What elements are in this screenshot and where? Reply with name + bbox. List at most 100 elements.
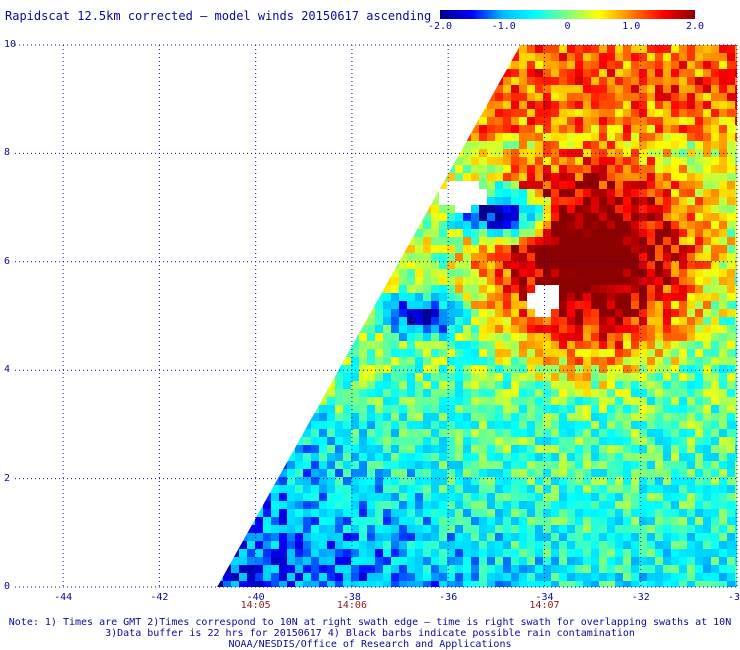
- grid-cell: [615, 437, 623, 445]
- grid-cell: [495, 181, 503, 189]
- grid-cell: [367, 437, 375, 445]
- grid-cell: [679, 181, 687, 189]
- grid-cell: [727, 53, 735, 61]
- grid-cell: [479, 421, 487, 429]
- grid-cell: [655, 165, 663, 173]
- grid-cell: [303, 565, 311, 573]
- grid-cell: [351, 477, 359, 485]
- grid-cell: [471, 301, 479, 309]
- grid-cell: [599, 525, 607, 533]
- grid-cell: [359, 429, 367, 437]
- grid-cell: [519, 381, 527, 389]
- grid-cell: [447, 205, 455, 213]
- grid-cell: [327, 389, 335, 397]
- grid-cell: [287, 541, 295, 549]
- grid-cell: [407, 229, 415, 237]
- grid-cell: [543, 61, 551, 69]
- grid-cell: [735, 525, 737, 533]
- grid-cell: [271, 525, 279, 533]
- grid-cell: [695, 77, 703, 85]
- grid-cell: [543, 133, 551, 141]
- grid-cell: [519, 237, 527, 245]
- grid-cell: [463, 341, 471, 349]
- grid-cell: [591, 413, 599, 421]
- grid-cell: [287, 461, 295, 469]
- grid-cell: [391, 445, 399, 453]
- grid-cell: [599, 269, 607, 277]
- grid-cell: [623, 517, 631, 525]
- grid-cell: [671, 485, 679, 493]
- grid-cell: [543, 45, 551, 53]
- grid-cell: [455, 533, 463, 541]
- grid-cell: [583, 341, 591, 349]
- grid-cell: [583, 309, 591, 317]
- grid-cell: [727, 581, 735, 587]
- grid-cell: [447, 501, 455, 509]
- grid-cell: [719, 69, 727, 77]
- grid-cell: [511, 269, 519, 277]
- grid-cell: [431, 317, 439, 325]
- grid-cell: [511, 61, 519, 69]
- grid-cell: [663, 469, 671, 477]
- grid-cell: [719, 429, 727, 437]
- grid-cell: [703, 133, 711, 141]
- grid-cell: [471, 285, 479, 293]
- grid-cell: [439, 501, 447, 509]
- grid-cell: [551, 501, 559, 509]
- grid-cell: [719, 61, 727, 69]
- grid-cell: [439, 189, 447, 197]
- grid-cell: [439, 285, 447, 293]
- grid-cell: [543, 437, 551, 445]
- grid-cell: [455, 413, 463, 421]
- grid-cell: [455, 493, 463, 501]
- grid-cell: [423, 429, 431, 437]
- grid-cell: [463, 165, 471, 173]
- grid-cell: [735, 117, 737, 125]
- grid-cell: [343, 509, 351, 517]
- grid-cell: [735, 533, 737, 541]
- grid-cell: [391, 317, 399, 325]
- grid-cell: [407, 365, 415, 373]
- grid-cell: [583, 477, 591, 485]
- grid-cell: [535, 437, 543, 445]
- grid-cell: [503, 517, 511, 525]
- grid-cell: [679, 133, 687, 141]
- grid-cell: [663, 317, 671, 325]
- grid-cell: [311, 429, 319, 437]
- grid-cell: [599, 109, 607, 117]
- grid-cell: [335, 485, 343, 493]
- grid-cell: [719, 477, 727, 485]
- grid-cell: [527, 549, 535, 557]
- grid-cell: [543, 205, 551, 213]
- grid-cell: [319, 381, 327, 389]
- grid-cell: [703, 213, 711, 221]
- grid-cell: [663, 261, 671, 269]
- grid-cell: [583, 405, 591, 413]
- grid-cell: [615, 77, 623, 85]
- grid-cell: [327, 509, 335, 517]
- grid-cell: [535, 309, 543, 317]
- note-line-1: Note: 1) Times are GMT 2)Times correspon…: [8, 617, 732, 628]
- grid-cell: [519, 213, 527, 221]
- grid-cell: [359, 461, 367, 469]
- grid-cell: [327, 549, 335, 557]
- grid-cell: [407, 333, 415, 341]
- grid-cell: [543, 277, 551, 285]
- grid-cell: [535, 565, 543, 573]
- grid-cell: [487, 445, 495, 453]
- grid-cell: [599, 357, 607, 365]
- grid-cell: [663, 45, 671, 53]
- grid-cell: [663, 501, 671, 509]
- grid-cell: [647, 269, 655, 277]
- grid-cell: [479, 557, 487, 565]
- grid-cell: [495, 189, 503, 197]
- grid-cell: [415, 301, 423, 309]
- grid-cell: [567, 221, 575, 229]
- grid-cell: [679, 45, 687, 53]
- grid-cell: [271, 565, 279, 573]
- grid-cell: [431, 477, 439, 485]
- grid-cell: [583, 245, 591, 253]
- grid-cell: [599, 549, 607, 557]
- grid-cell: [735, 245, 737, 253]
- grid-cell: [711, 221, 719, 229]
